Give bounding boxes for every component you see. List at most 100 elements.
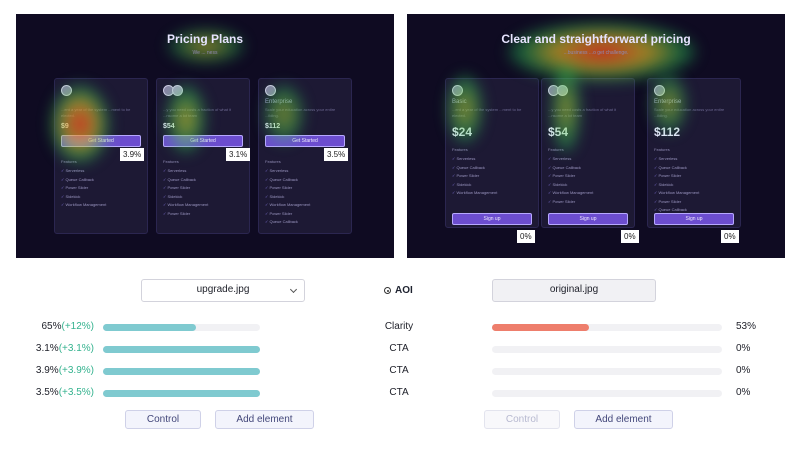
feature-item: Power Slider — [265, 210, 347, 219]
avatar — [452, 85, 463, 96]
feature-item: Power Slider — [452, 172, 534, 181]
right-metric-value: 53% — [736, 321, 757, 332]
metric-label: CTA — [389, 387, 409, 398]
features-label: Features — [654, 147, 670, 152]
bar-fill — [103, 324, 196, 331]
right-metric-bar — [492, 368, 722, 375]
card-description: ...y you need costs a fraction of what i… — [548, 107, 617, 118]
feature-item: Sidekick — [265, 193, 347, 202]
target-icon — [384, 287, 391, 294]
cta-percent-badge: 3.1% — [226, 148, 251, 161]
metric-label: CTA — [389, 343, 409, 354]
right-metric-value: 0% — [736, 387, 751, 398]
feature-item: Workflow Management — [61, 201, 143, 210]
panel-title: Pricing Plans — [166, 32, 244, 46]
feature-item: Workflow Management — [548, 189, 630, 198]
metric-row: 65%(+12%) Clarity 53% — [0, 321, 798, 335]
feature-item: Sidekick — [654, 181, 736, 190]
features-label: Features — [548, 147, 564, 152]
get-started-button[interactable]: Get Started — [163, 135, 243, 147]
features-label: Features — [61, 159, 77, 164]
metric-row: 3.9%(+3.9%) CTA 0% — [0, 365, 798, 379]
feature-item: Power Slider — [548, 198, 630, 207]
pricing-card: Enterprise Scale your education across y… — [647, 78, 741, 228]
metric-label: Clarity — [384, 321, 414, 332]
feature-item: Power Slider — [654, 198, 736, 207]
feature-item: Power Slider — [548, 172, 630, 181]
features-label: Features — [452, 147, 468, 152]
get-started-button[interactable]: Get Started — [61, 135, 141, 147]
metric-row: 3.1%(+3.1%) CTA 0% — [0, 343, 798, 357]
card-description: ...ent a year of the system ...ment to b… — [61, 107, 131, 118]
card-price: $112 — [654, 125, 681, 139]
left-metric-bar — [103, 390, 260, 397]
right-metric-bar — [492, 346, 722, 353]
left-metric-value: 65%(+12%) — [41, 321, 94, 332]
cta-percent-badge: 3.5% — [324, 148, 349, 161]
get-started-button[interactable]: Get Started — [265, 135, 345, 147]
feature-item: Queue Callback — [163, 176, 245, 185]
feature-item: Workflow Management — [265, 201, 347, 210]
right-metric-value: 0% — [736, 365, 751, 376]
control-button-disabled[interactable]: Control — [484, 410, 560, 429]
feature-item: Workflow Management — [163, 201, 245, 210]
panel-subtitle: We ... ness — [192, 50, 218, 56]
add-element-button[interactable]: Add element — [215, 410, 314, 429]
card-description: ...ent a year of the system ...ment to b… — [452, 107, 522, 118]
feature-item: Queue Callback — [265, 218, 347, 227]
aoi-label: AOI — [395, 285, 413, 296]
feature-item: Power Slider — [163, 210, 245, 219]
variant-select-value: original.jpg — [549, 284, 599, 295]
feature-list: Serverless Queue Callback Power Slider S… — [654, 155, 736, 215]
panel-subtitle: ...business ...o get challenge. — [563, 50, 629, 56]
aoi-toggle[interactable]: AOI — [384, 285, 413, 296]
avatar — [557, 85, 568, 96]
sign-up-button[interactable]: Sign up — [452, 213, 532, 225]
add-element-button[interactable]: Add element — [574, 410, 673, 429]
left-metric-bar — [103, 324, 260, 331]
feature-item: Sidekick — [163, 193, 245, 202]
card-price: $54 — [548, 125, 569, 139]
control-button[interactable]: Control — [125, 410, 201, 429]
features-label: Features — [265, 159, 281, 164]
feature-item: Power Slider — [61, 184, 143, 193]
feature-item: Queue Callback — [654, 206, 736, 215]
card-price: $9 — [61, 123, 69, 130]
chevron-down-icon — [289, 285, 298, 294]
metric-row: 3.5%(+3.5%) CTA 0% — [0, 387, 798, 401]
sign-up-button[interactable]: Sign up — [654, 213, 734, 225]
feature-item: Serverless — [548, 155, 630, 164]
card-description: Scale your education across your entire … — [654, 107, 725, 118]
variant-select-right[interactable]: original.jpg — [492, 279, 656, 302]
left-metric-value: 3.9%(+3.9%) — [35, 365, 94, 376]
feature-list: Serverless Queue Callback Power Slider S… — [163, 167, 245, 218]
feature-list: Serverless Queue Callback Power Slider S… — [61, 167, 143, 210]
feature-item: Queue Callback — [452, 164, 534, 173]
card-description: Scale your education across your entire … — [265, 107, 336, 118]
features-label: Features — [163, 159, 179, 164]
feature-list: Serverless Queue Callback Power Slider S… — [452, 155, 534, 198]
feature-item: Serverless — [452, 155, 534, 164]
card-price: $112 — [265, 123, 281, 130]
bar-fill — [103, 368, 260, 375]
heatmap-original: Clear and straightforward pricing ...bus… — [407, 14, 785, 258]
card-name: Basic — [452, 99, 467, 105]
cta-percent-badge: 0% — [721, 230, 739, 243]
bar-fill — [103, 346, 260, 353]
pricing-card: ...y you need costs a fraction of what i… — [541, 78, 635, 228]
variant-select-left[interactable]: upgrade.jpg — [141, 279, 305, 302]
cta-percent-badge: 0% — [621, 230, 639, 243]
avatar — [265, 85, 276, 96]
avatar — [654, 85, 665, 96]
sign-up-button[interactable]: Sign up — [548, 213, 628, 225]
left-metric-bar — [103, 368, 260, 375]
heatmap-upgrade: Pricing Plans We ... ness ...ent a year … — [16, 14, 394, 258]
feature-item: Workflow Management — [452, 189, 534, 198]
avatar — [172, 85, 183, 96]
avatar — [61, 85, 72, 96]
feature-list: Serverless Queue Callback Power Slider S… — [265, 167, 347, 227]
right-metric-bar — [492, 324, 722, 331]
left-metric-bar — [103, 346, 260, 353]
bar-fill — [492, 324, 589, 331]
feature-item: Queue Callback — [61, 176, 143, 185]
